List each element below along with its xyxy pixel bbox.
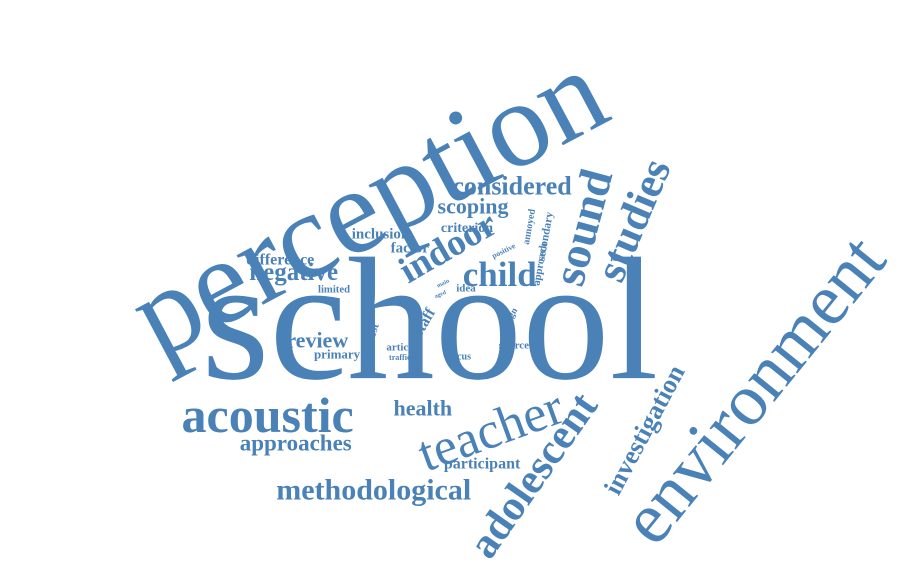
word-scoping: scoping	[437, 193, 509, 219]
word-approaches: approaches	[239, 430, 352, 457]
word-article: article	[386, 340, 417, 353]
word-traffic: traffic	[389, 353, 411, 363]
word-idea: idea	[456, 281, 476, 294]
word-health: health	[393, 396, 453, 422]
word-difference: difference	[246, 249, 315, 269]
word-inclusion: inclusion	[351, 224, 410, 243]
word-factor: factor	[390, 238, 429, 257]
word-participant: participant	[443, 453, 521, 473]
word-child: child	[462, 255, 537, 295]
word-considered: considered	[452, 170, 572, 201]
word-limited: limited	[318, 282, 350, 295]
word-source: source	[498, 338, 530, 351]
word-primary: primary	[313, 347, 361, 362]
word-review: review	[286, 328, 349, 354]
word-acoustic: acoustic	[181, 387, 354, 443]
word-methodological: methodological	[276, 472, 472, 507]
word-negative: negative	[249, 258, 339, 287]
word-school: school	[201, 222, 659, 417]
word-focus: focus	[448, 350, 471, 362]
word-criterion: criterion	[440, 220, 494, 236]
